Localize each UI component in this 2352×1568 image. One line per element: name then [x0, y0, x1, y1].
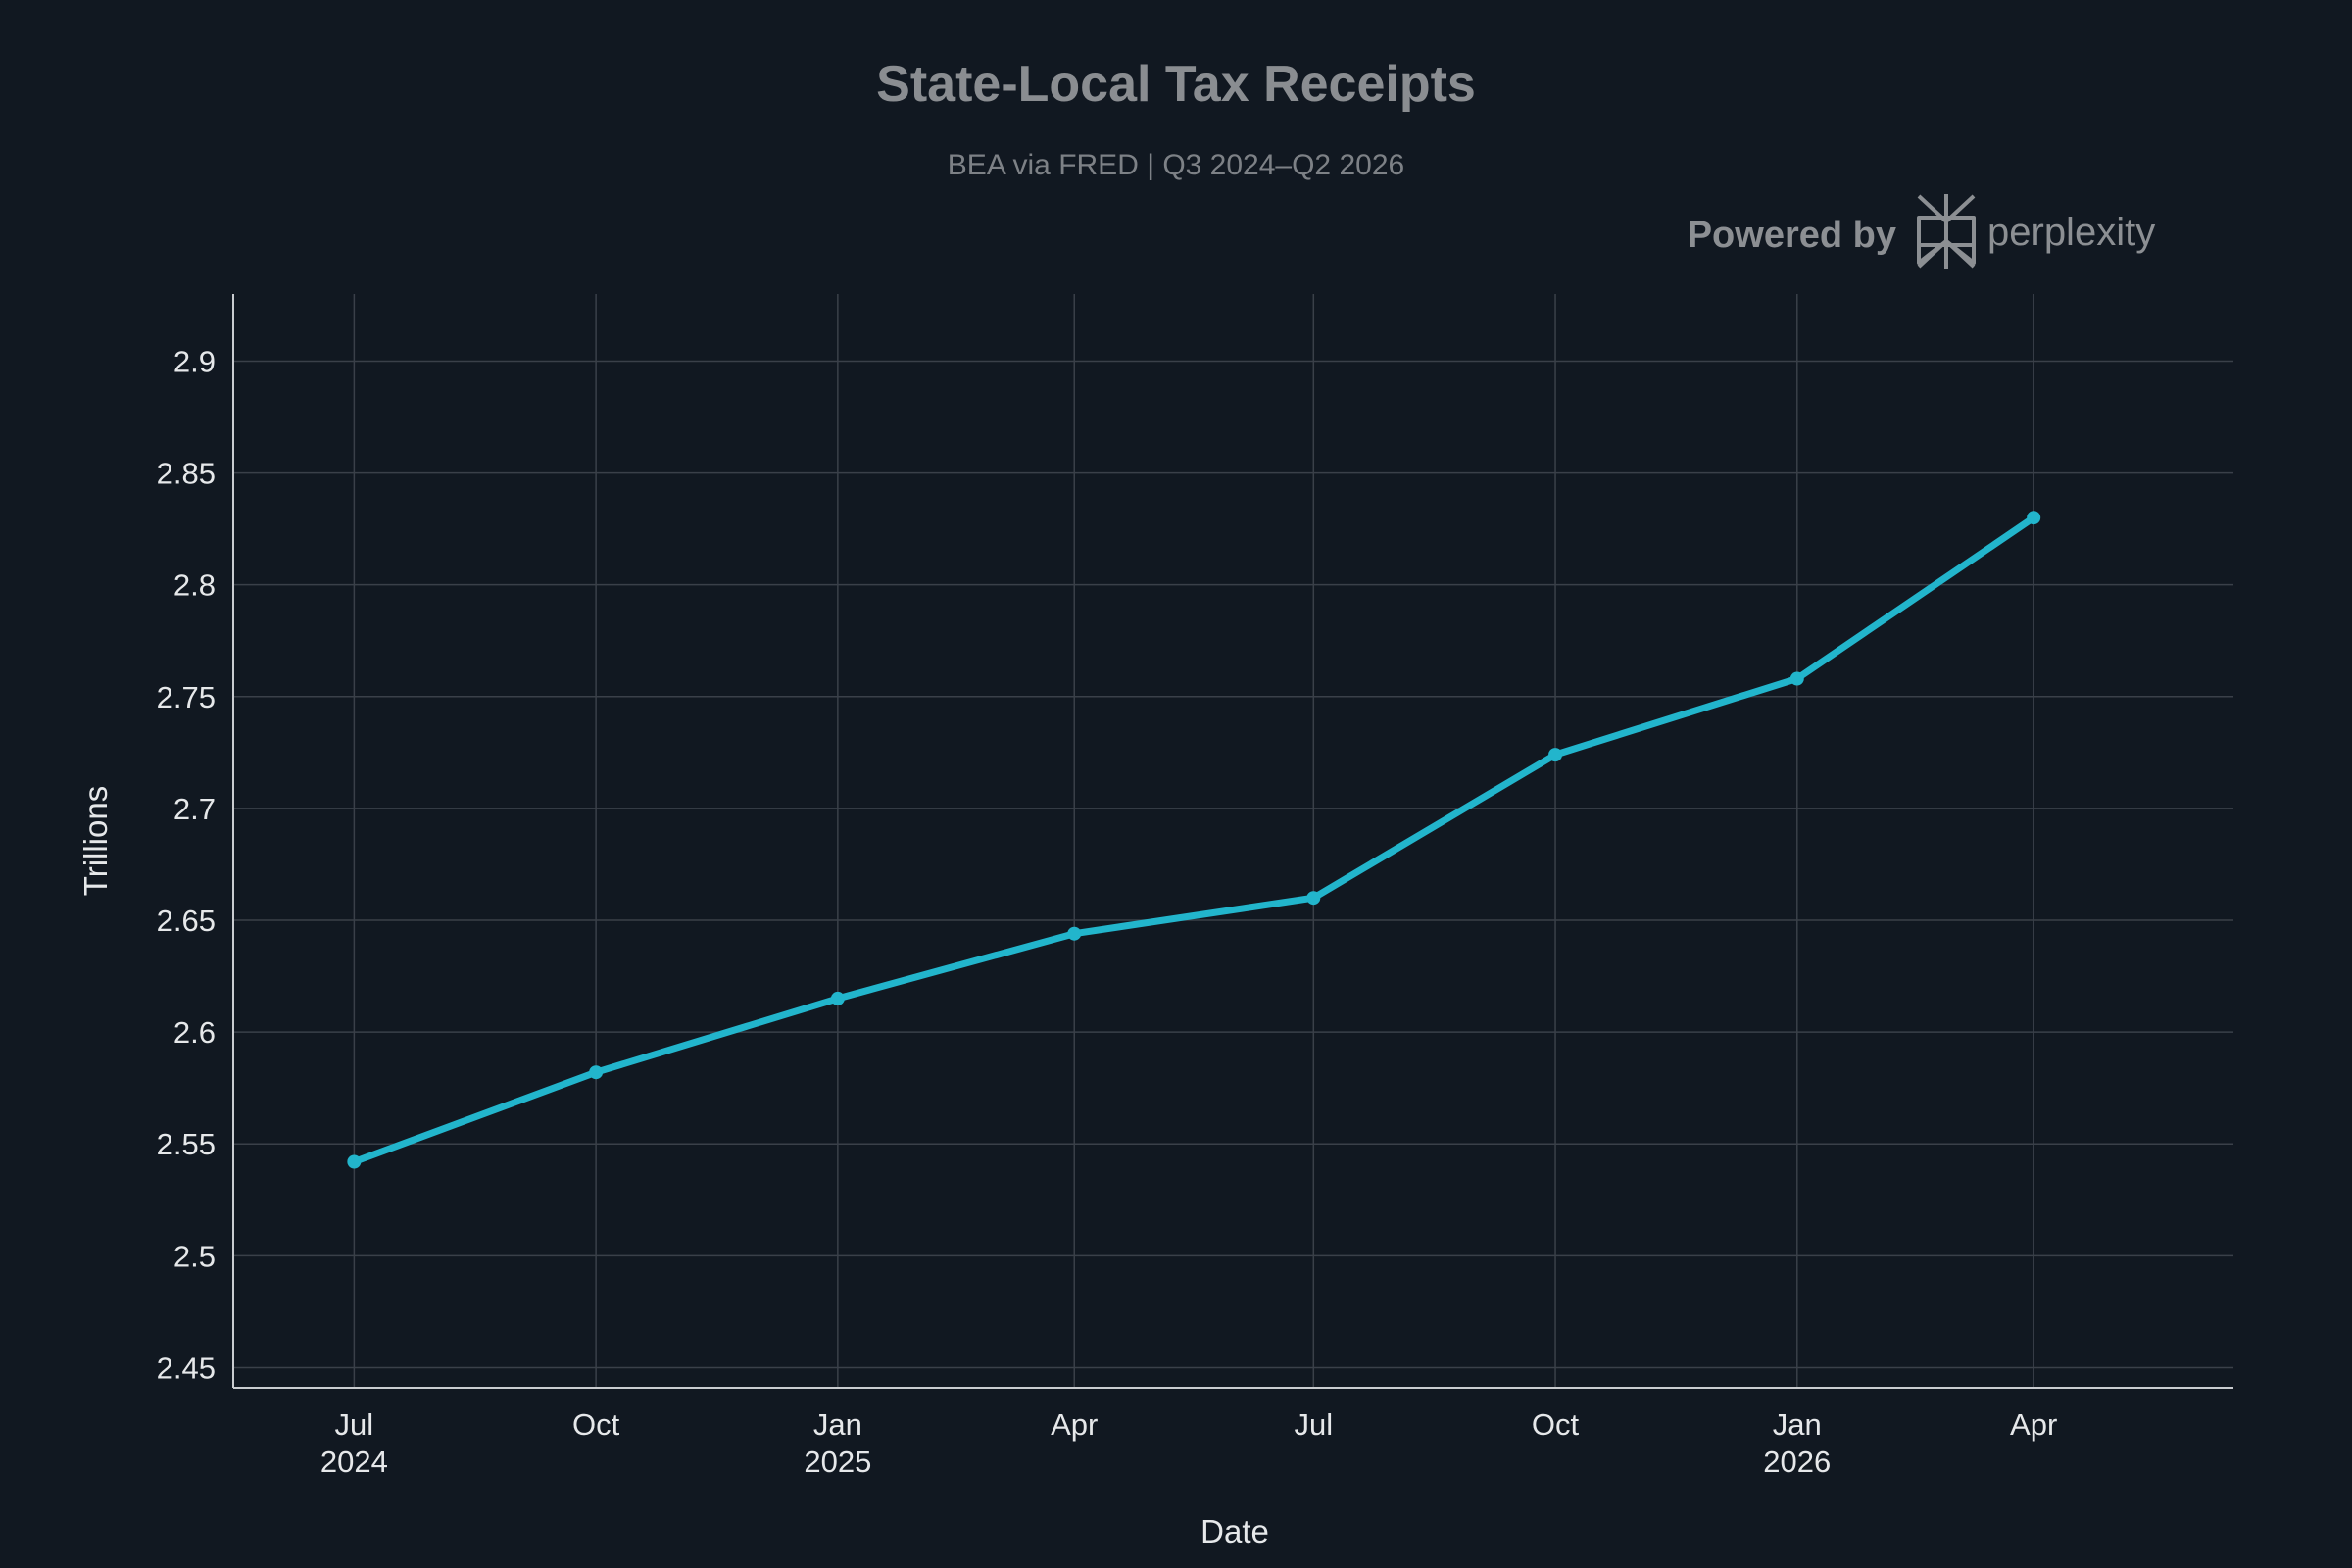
- data-point: [1067, 926, 1082, 941]
- perplexity-logo-icon: [1917, 194, 1976, 269]
- y-axis-ticks: 2.45 2.5 2.55 2.6 2.65 2.7 2.75 2.8 2.85 2.9: [157, 344, 216, 1385]
- axes: [232, 294, 2233, 1389]
- y-tick-label: 2.9: [173, 344, 216, 378]
- y-tick-label: 2.6: [173, 1015, 216, 1050]
- series: [347, 511, 2041, 1169]
- data-point: [830, 991, 845, 1005]
- y-tick-label: 2.7: [173, 792, 216, 826]
- x-tick-label: Oct: [1532, 1407, 1580, 1442]
- branding: Powered by perplexity: [1688, 194, 2155, 269]
- y-tick-label: 2.65: [157, 904, 216, 938]
- y-tick-label: 2.75: [157, 680, 216, 714]
- data-point: [589, 1065, 604, 1080]
- y-tick-label: 2.45: [157, 1350, 216, 1385]
- x-tick-year-label: 2025: [804, 1445, 871, 1479]
- data-point: [1789, 671, 1804, 686]
- x-tick-label: Oct: [572, 1407, 620, 1442]
- data-point: [2027, 511, 2041, 525]
- x-axis-label: Date: [1200, 1513, 1269, 1549]
- data-point: [1548, 748, 1563, 762]
- x-tick-label: Jul: [335, 1407, 374, 1442]
- powered-by-label: Powered by: [1688, 215, 1896, 256]
- chart-subtitle: BEA via FRED | Q3 2024–Q2 2026: [948, 149, 1404, 181]
- series-line: [350, 514, 2037, 1165]
- x-tick-label: Apr: [2010, 1407, 2057, 1442]
- y-tick-label: 2.85: [157, 457, 216, 491]
- y-tick-label: 2.5: [173, 1239, 216, 1273]
- x-tick-label: Jan: [813, 1407, 862, 1442]
- y-tick-label: 2.8: [173, 568, 216, 603]
- grid: [233, 294, 2233, 1388]
- x-tick-year-label: 2026: [1763, 1445, 1831, 1479]
- y-tick-label: 2.55: [157, 1127, 216, 1161]
- perplexity-wordmark: perplexity: [1987, 211, 2155, 254]
- data-point: [347, 1154, 362, 1169]
- x-tick-label: Jan: [1773, 1407, 1822, 1442]
- x-tick-label: Apr: [1051, 1407, 1098, 1442]
- x-tick-year-label: 2024: [320, 1445, 388, 1479]
- y-axis-label: Trillions: [77, 786, 114, 896]
- data-point: [1306, 891, 1321, 906]
- chart-title: State-Local Tax Receipts: [876, 56, 1476, 113]
- x-tick-label: Jul: [1294, 1407, 1333, 1442]
